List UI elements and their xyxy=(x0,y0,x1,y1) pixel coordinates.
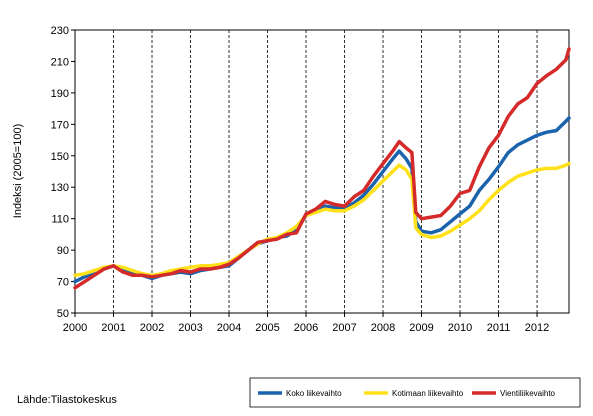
x-tick-label: 2006 xyxy=(294,322,318,334)
x-tick-label: 2008 xyxy=(371,322,395,334)
x-tick-label: 2005 xyxy=(255,322,279,334)
x-tick-label: 2010 xyxy=(448,322,472,334)
x-tick-label: 2004 xyxy=(217,322,241,334)
x-axis-ticks: 2000 2001 2002 2003 2004 2005 2006 2007 2008 2009… xyxy=(63,313,549,334)
y-tick-label: 110 xyxy=(51,214,69,226)
y-tick-label: 70 xyxy=(57,277,69,289)
grid-lines xyxy=(113,30,538,313)
series-line-3 xyxy=(73,47,571,290)
y-axis-ticks: 50 70 90 110 130 150 170 190 210 230 xyxy=(51,25,75,320)
legend: Koko liikevaihto Kotimaan liikevaihto Vien… xyxy=(249,377,581,408)
series-lines xyxy=(73,47,571,290)
legend-label-2: Kotimaan liikevaihto xyxy=(392,389,464,398)
y-tick-label: 90 xyxy=(57,245,69,257)
x-tick-label: 2012 xyxy=(525,322,549,334)
y-tick-label: 170 xyxy=(51,119,69,131)
legend-items: Koko liikevaihto Kotimaan liikevaihto Vien… xyxy=(258,389,556,398)
y-axis-label: Indeksi (2005=100) xyxy=(12,124,24,218)
x-tick-label: 2000 xyxy=(63,322,87,334)
x-tick-label: 2011 xyxy=(487,322,511,334)
source-note: Lähde:Tilastokeskus xyxy=(17,394,117,406)
y-tick-label: 150 xyxy=(51,151,69,163)
y-tick-label: 130 xyxy=(51,182,69,194)
y-tick-label: 50 xyxy=(57,308,69,320)
y-tick-label: 210 xyxy=(51,56,69,68)
x-tick-label: 2002 xyxy=(140,322,164,334)
legend-box xyxy=(249,377,581,408)
x-tick-label: 2009 xyxy=(409,322,433,334)
x-tick-label: 2001 xyxy=(101,322,125,334)
series-line-2 xyxy=(73,161,571,278)
y-tick-label: 190 xyxy=(51,88,69,100)
y-tick-label: 230 xyxy=(51,25,69,37)
legend-label-3: Vientiliikevaihto xyxy=(500,389,556,398)
x-tick-label: 2003 xyxy=(178,322,202,334)
plot-area xyxy=(74,29,570,314)
legend-label-1: Koko liikevaihto xyxy=(286,389,342,398)
x-tick-label: 2007 xyxy=(332,322,356,334)
